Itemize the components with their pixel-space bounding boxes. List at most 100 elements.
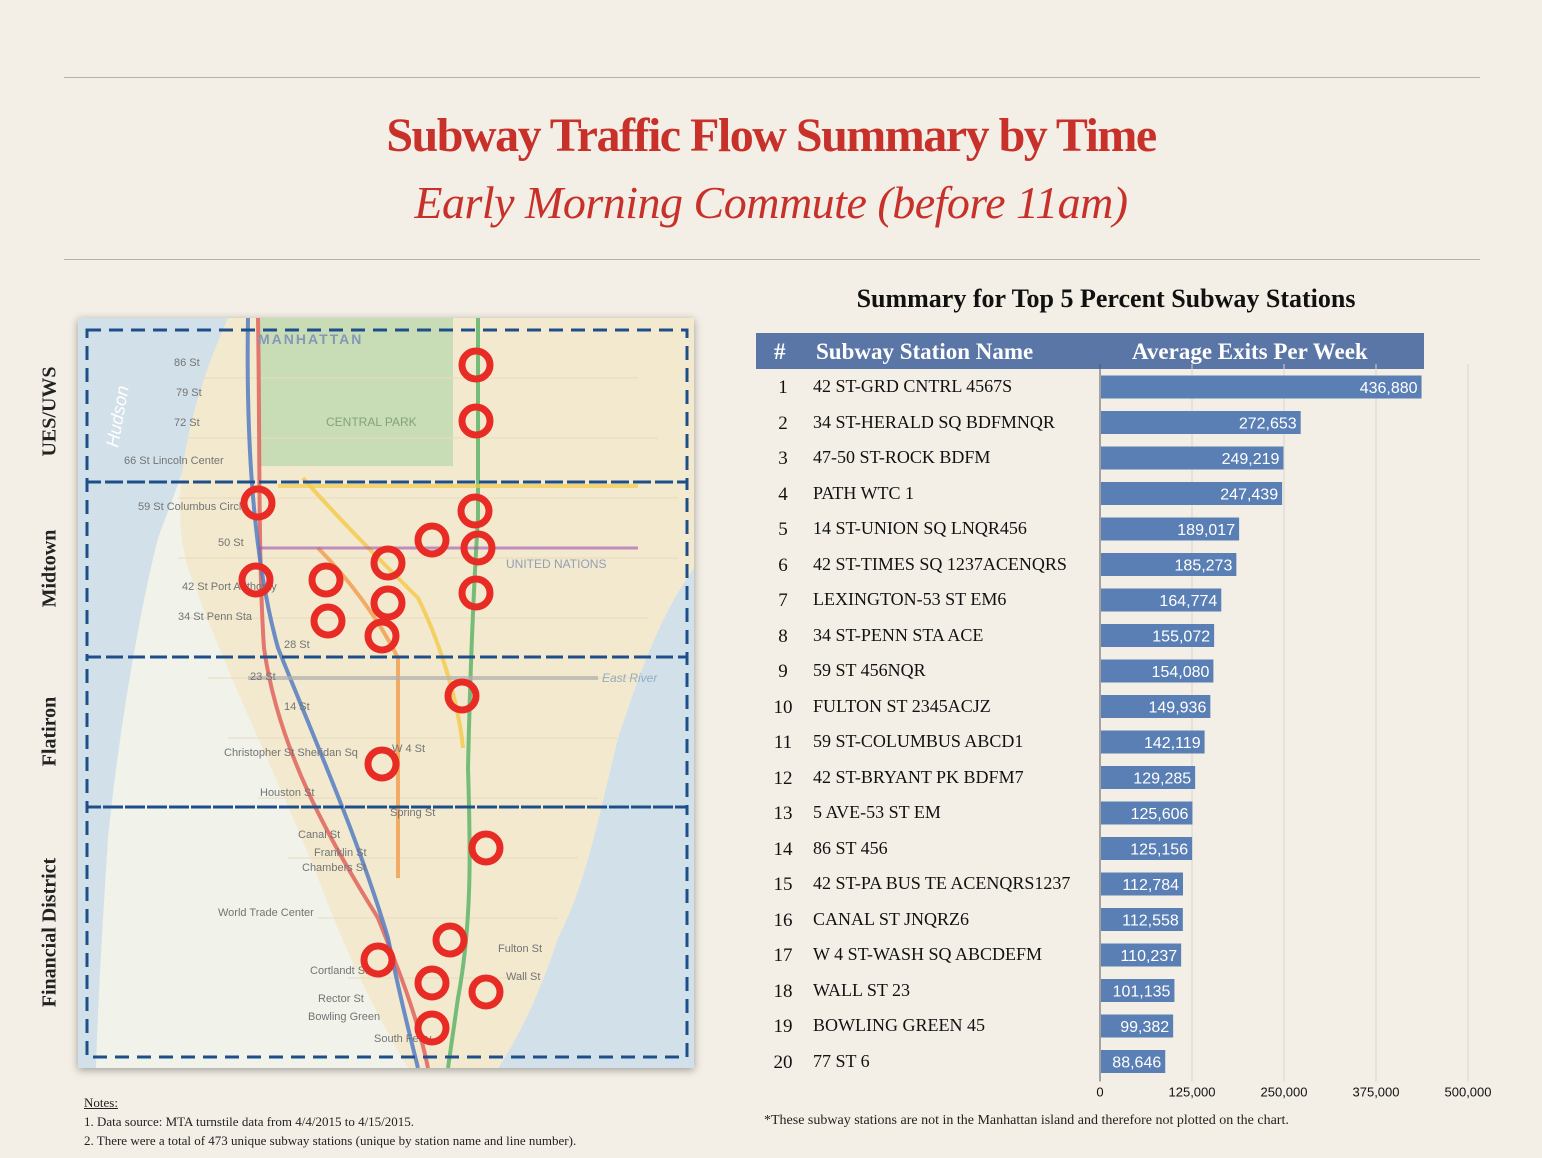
station-marker [458, 575, 494, 611]
bar [1101, 375, 1422, 399]
station-marker [444, 678, 480, 714]
x-tick-label: 250,000 [1261, 1085, 1308, 1100]
bar-value-label: 149,936 [1149, 700, 1207, 717]
table-row-station-name: 42 ST-TIMES SQ 1237ACENQRS [813, 553, 1067, 574]
station-marker [370, 585, 406, 621]
table-row-station-name: PATH WTC 1 [813, 482, 915, 503]
bar [1101, 908, 1183, 931]
svg-text:Franklin St: Franklin St [314, 847, 367, 859]
table-row-rank: 7 [778, 590, 788, 611]
x-tick-label: 500,000 [1445, 1085, 1492, 1100]
station-marker [458, 403, 494, 439]
svg-text:East River: East River [602, 671, 658, 685]
bar-value-label: 129,285 [1133, 771, 1191, 788]
region-boxes [85, 328, 689, 1059]
map-street-labels: MANHATTAN 86 St 79 St 72 St 66 St Lincol… [102, 331, 658, 1045]
table-row-rank: 19 [773, 1016, 793, 1037]
subway-map-graphic: MANHATTAN 86 St 79 St 72 St 66 St Lincol… [78, 318, 694, 1068]
station-marker [364, 746, 400, 782]
note-item-1: 1. Data source: MTA turnstile data from … [84, 1114, 415, 1129]
table-row-rank: 20 [773, 1051, 793, 1073]
svg-text:50 St: 50 St [218, 537, 244, 549]
table-row-station-name: 42 ST-PA BUS TE ACENQRS1237 [813, 873, 1071, 893]
bar [1101, 1014, 1174, 1038]
exits-bar-chart: 436,880 272,653 249,219 247,439 189,017 185,2… [1096, 364, 1492, 1100]
svg-text:Rector St: Rector St [318, 993, 364, 1005]
station-marker [468, 830, 504, 866]
bar [1101, 588, 1222, 612]
station-marker [468, 974, 504, 1010]
hudson-river [78, 318, 228, 1068]
header-average-exits: Average Exits Per Week [1132, 339, 1368, 364]
table-row-rank: 18 [773, 980, 793, 1002]
notes: Notes: 1. Data source: MTA turnstile dat… [84, 1093, 576, 1150]
table-row-rank: 16 [773, 909, 793, 931]
svg-text:Christopher St Sheridan Sq: Christopher St Sheridan Sq [224, 747, 358, 759]
svg-text:Fulton St: Fulton St [498, 943, 542, 955]
station-marker [414, 522, 450, 558]
table-row-rank: 13 [773, 803, 793, 824]
svg-text:59 St Columbus Circle: 59 St Columbus Circle [138, 501, 247, 513]
bar [1101, 730, 1205, 754]
svg-text:14 St: 14 St [284, 701, 310, 713]
bar-value-label: 164,774 [1159, 593, 1217, 610]
table-row-rank: 11 [773, 732, 793, 753]
region-label-financial-district: Financial District [38, 857, 61, 1008]
table-row-station-name: 77 ST 6 [813, 1050, 870, 1071]
bar-value-label: 110,237 [1120, 948, 1177, 965]
table-row-station-name: 34 ST-HERALD SQ BDFMNQR [813, 411, 1055, 432]
svg-text:42 St Port Authority: 42 St Port Authority [182, 581, 277, 593]
note-item-2: 2. There were a total of 473 unique subw… [84, 1133, 577, 1148]
table-row-rank: 15 [773, 874, 793, 895]
bar-value-label: 112,784 [1122, 877, 1179, 894]
bar-value-label: 189,017 [1177, 522, 1235, 539]
region-label-ues-uws: UES/UWS [38, 366, 61, 457]
bar [1101, 659, 1214, 683]
bar-value-label: 249,219 [1222, 451, 1280, 468]
table-row-station-name: 86 ST 456 [813, 837, 888, 858]
table-row-rank: 3 [778, 448, 788, 469]
bar-value-label: 272,653 [1239, 416, 1297, 433]
table-row-rank: 1 [778, 377, 788, 398]
bar [1101, 766, 1196, 789]
mid-rule [64, 259, 1480, 260]
station-marker [414, 965, 450, 1001]
region-label-midtown: Midtown [38, 529, 61, 608]
bar [1101, 801, 1193, 825]
top-rule [64, 77, 1480, 78]
svg-text:66 St Lincoln Center: 66 St Lincoln Center [124, 455, 224, 467]
svg-text:79 St: 79 St [176, 387, 202, 399]
central-park [260, 318, 453, 466]
table-row-rank: 6 [778, 554, 788, 576]
region-box-midtown [85, 480, 689, 659]
table-row-station-name: CANAL ST JNQRZ6 [813, 908, 970, 929]
table-row-rank: 5 [778, 519, 788, 540]
svg-text:Spring St: Spring St [390, 807, 435, 819]
region-box-ues-uws [85, 328, 689, 484]
svg-text:W 4 St: W 4 St [392, 743, 425, 755]
region-label-flatiron: Flatiron [38, 696, 61, 767]
svg-text:86 St: 86 St [174, 357, 200, 369]
bar-value-label: 125,156 [1130, 842, 1188, 859]
station-marker [238, 562, 274, 598]
table-row-station-name: 34 ST-PENN STA ACE [813, 624, 984, 645]
region-box-financial-district [85, 805, 689, 1059]
table-row-station-name: W 4 ST-WASH SQ ABCDEFM [813, 944, 1043, 964]
x-tick-label: 125,000 [1169, 1085, 1216, 1100]
table-header: # Subway Station Name Average Exits Per … [756, 333, 1424, 369]
bar [1101, 1050, 1166, 1073]
table-row-station-name: 42 ST-BRYANT PK BDFM7 [813, 766, 1024, 787]
table-row-station-name: 47-50 ST-ROCK BDFM [813, 447, 991, 467]
svg-text:Wall St: Wall St [506, 971, 540, 983]
bar [1101, 482, 1283, 505]
svg-text:23 St: 23 St [250, 671, 276, 683]
svg-text:Canal St: Canal St [298, 829, 340, 841]
subway-map: MANHATTAN 86 St 79 St 72 St 66 St Lincol… [78, 318, 694, 1068]
bar [1101, 872, 1184, 896]
bar-value-label: 101,135 [1113, 984, 1171, 1001]
notes-heading: Notes: [84, 1095, 118, 1110]
station-marker [432, 922, 468, 958]
bar [1101, 979, 1175, 1002]
bar-value-label: 436,880 [1360, 380, 1418, 397]
station-marker [360, 942, 396, 978]
